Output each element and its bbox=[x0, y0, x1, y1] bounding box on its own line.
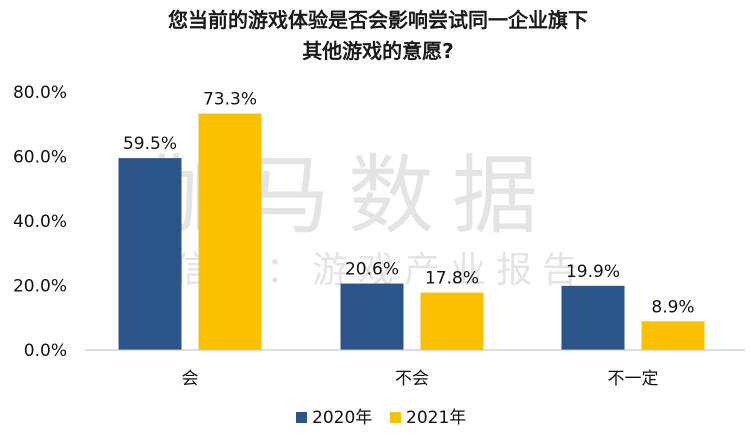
bar bbox=[641, 321, 705, 350]
bar bbox=[340, 283, 404, 350]
category-label: 不一定 bbox=[608, 369, 659, 389]
chart-title-line-1: 您当前的游戏体验是否会影响尝试同一企业旗下 bbox=[168, 8, 588, 32]
data-label: 73.3% bbox=[203, 90, 257, 110]
bar bbox=[561, 285, 625, 350]
y-tick-label: 0.0% bbox=[24, 341, 67, 361]
bars bbox=[118, 113, 705, 350]
y-tick-label: 40.0% bbox=[13, 212, 67, 232]
y-axis-ticks: 0.0% 20.0% 40.0% 60.0% 80.0% bbox=[13, 83, 67, 361]
category-label: 不会 bbox=[395, 369, 429, 389]
y-tick-label: 20.0% bbox=[13, 277, 67, 297]
data-labels: 59.5% 73.3% 20.6% 17.8% 19.9% 8.9% bbox=[123, 90, 695, 318]
bar bbox=[198, 113, 262, 350]
data-label: 59.5% bbox=[123, 134, 177, 154]
data-label: 17.8% bbox=[425, 269, 479, 289]
category-labels: 会 不会 不一定 bbox=[182, 369, 659, 389]
legend-label: 2021年 bbox=[406, 408, 466, 428]
legend-swatch bbox=[390, 412, 401, 423]
legend-label: 2020年 bbox=[312, 408, 372, 428]
y-tick-label: 80.0% bbox=[13, 83, 67, 103]
data-label: 8.9% bbox=[651, 297, 694, 317]
bar bbox=[420, 292, 484, 350]
y-tick-label: 60.0% bbox=[13, 148, 67, 168]
category-label: 会 bbox=[182, 369, 199, 389]
legend-swatch bbox=[296, 412, 307, 423]
data-label: 20.6% bbox=[345, 260, 399, 280]
bar bbox=[118, 158, 182, 350]
chart-title-line-2: 其他游戏的意愿? bbox=[302, 39, 454, 63]
legend: 2020年 2021年 bbox=[296, 408, 466, 428]
data-label: 19.9% bbox=[566, 262, 620, 282]
